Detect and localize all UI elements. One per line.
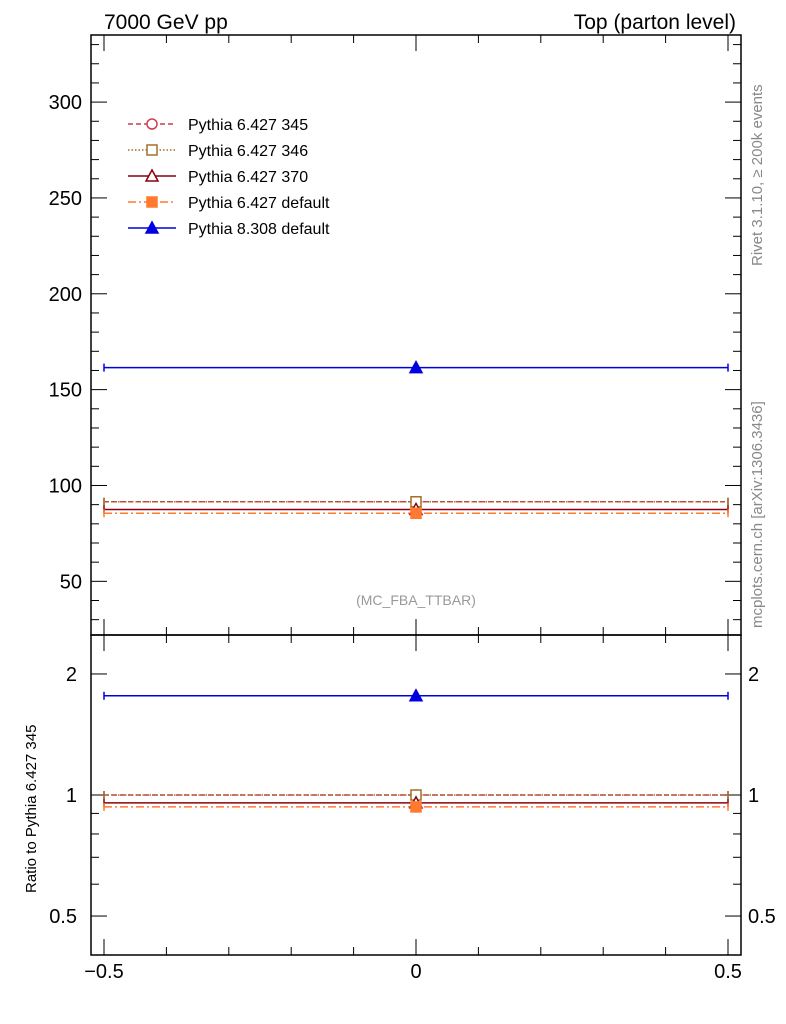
ratio-y-tick-label-right: 0.5 — [748, 906, 776, 928]
legend-entry-label: Pythia 6.427 370 — [188, 169, 308, 186]
y-tick-label: 100 — [49, 475, 82, 497]
x-tick-label: 0.5 — [714, 961, 742, 983]
y-tick-label: 300 — [49, 92, 82, 114]
legend-marker — [146, 118, 158, 130]
legend-entry-label: Pythia 8.308 default — [188, 221, 330, 238]
legend-marker — [144, 168, 160, 182]
main-data-point — [408, 360, 424, 374]
x-tick-label: 0 — [410, 961, 421, 983]
y-tick-label: 250 — [49, 188, 82, 210]
rivet-label: Rivet 3.1.10, ≥ 200k events — [749, 84, 766, 266]
ratio-ylabel: Ratio to Pythia 6.427 345 — [23, 725, 40, 893]
mcplots-label: mcplots.cern.ch [arXiv:1306.3436] — [749, 401, 766, 628]
ratio-y-tick-label: 0.5 — [49, 906, 77, 928]
ratio-data-point — [410, 801, 422, 813]
ratio-y-tick-label: 1 — [66, 785, 77, 807]
ratio-data-point — [408, 688, 424, 702]
legend-marker — [144, 220, 160, 234]
y-tick-label: 150 — [49, 380, 82, 402]
ratio-y-tick-label: 2 — [66, 664, 77, 686]
legend: Pythia 6.427 345 Pythia 6.427 346 Pythia 6… — [128, 117, 330, 238]
legend-marker — [146, 144, 158, 156]
header-right: Top (parton level) — [574, 11, 736, 34]
y-tick-label: 200 — [49, 284, 82, 306]
ratio-panel: 0.5 0.5 1 1 2 2 −0.5 0 0.5 — [49, 634, 776, 983]
ratio-y-tick-label-right: 2 — [748, 664, 759, 686]
legend-marker — [146, 196, 158, 208]
ratio-y-tick-label-right: 1 — [748, 785, 759, 807]
x-tick-label: −0.5 — [84, 961, 123, 983]
header-left: 7000 GeV pp — [104, 11, 228, 34]
legend-entry-label: Pythia 6.427 346 — [188, 143, 308, 160]
legend-entry-label: Pythia 6.427 345 — [188, 117, 308, 134]
main-data-point — [410, 507, 422, 520]
y-tick-label: 50 — [60, 571, 82, 593]
legend-entry-label: Pythia 6.427 default — [188, 195, 330, 212]
analysis-label: (MC_FBA_TTBAR) — [356, 592, 476, 608]
